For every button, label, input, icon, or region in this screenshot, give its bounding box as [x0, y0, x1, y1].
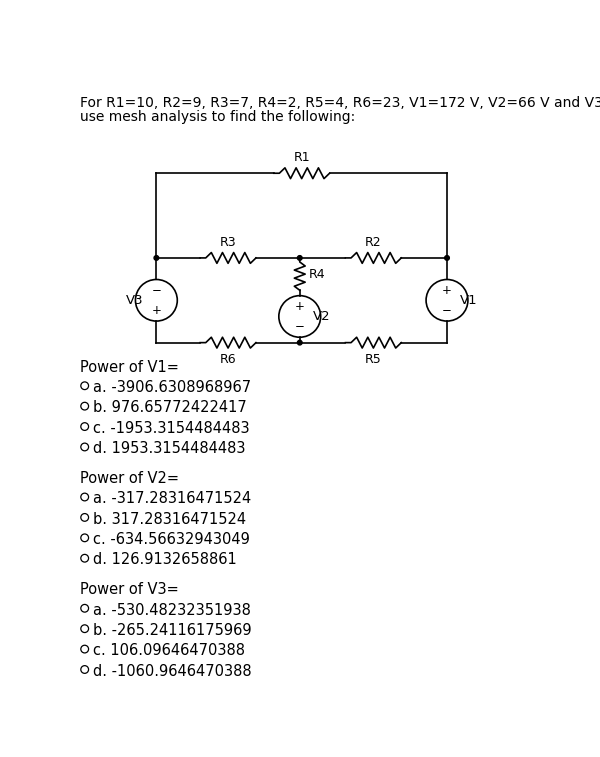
Text: V2: V2	[313, 310, 331, 323]
Circle shape	[298, 256, 302, 260]
Circle shape	[154, 256, 158, 260]
Text: R3: R3	[220, 235, 236, 249]
Text: c. -634.56632943049: c. -634.56632943049	[93, 532, 250, 547]
Text: a. -317.28316471524: a. -317.28316471524	[93, 491, 251, 506]
Circle shape	[445, 256, 449, 260]
Text: For R1=10, R2=9, R3=7, R4=2, R5=4, R6=23, V1=172 V, V2=66 V and V3=81 V in the s: For R1=10, R2=9, R3=7, R4=2, R5=4, R6=23…	[80, 96, 600, 111]
Text: a. -3906.6308968967: a. -3906.6308968967	[93, 380, 251, 395]
Circle shape	[298, 341, 302, 345]
Text: Power of V2=: Power of V2=	[80, 471, 179, 486]
Text: Power of V3=: Power of V3=	[80, 582, 179, 597]
Text: c. -1953.3154484483: c. -1953.3154484483	[93, 421, 250, 436]
Text: Power of V1=: Power of V1=	[80, 360, 179, 375]
Text: −: −	[295, 320, 305, 333]
Text: +: +	[442, 284, 452, 297]
Text: b. -265.24116175969: b. -265.24116175969	[93, 623, 251, 638]
Text: −: −	[151, 284, 161, 297]
Text: use mesh analysis to find the following:: use mesh analysis to find the following:	[80, 110, 356, 124]
Text: a. -530.48232351938: a. -530.48232351938	[93, 603, 251, 618]
Text: V1: V1	[460, 294, 478, 307]
Text: d. 126.9132658861: d. 126.9132658861	[93, 553, 236, 568]
Text: d. 1953.3154484483: d. 1953.3154484483	[93, 441, 245, 456]
Text: −: −	[442, 304, 452, 316]
Text: d. -1060.9646470388: d. -1060.9646470388	[93, 664, 251, 679]
Text: b. 976.65772422417: b. 976.65772422417	[93, 400, 247, 416]
Text: b. 317.28316471524: b. 317.28316471524	[93, 512, 246, 527]
Text: V3: V3	[125, 294, 143, 307]
Text: +: +	[295, 300, 305, 313]
Text: R6: R6	[220, 354, 236, 366]
Text: +: +	[151, 304, 161, 316]
Text: R2: R2	[365, 235, 382, 249]
Text: c. 106.09646470388: c. 106.09646470388	[93, 643, 245, 659]
Text: R4: R4	[309, 268, 326, 281]
Text: R1: R1	[293, 151, 310, 164]
Text: R5: R5	[365, 354, 382, 366]
